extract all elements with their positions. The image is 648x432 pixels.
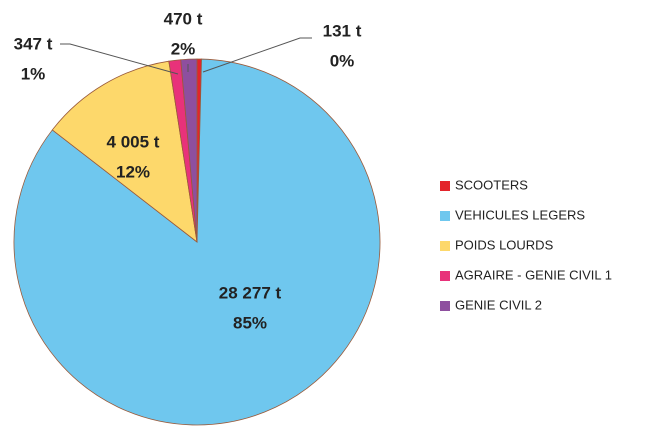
- value-label: 4 005 t: [107, 132, 160, 151]
- pie-slice: [51, 60, 198, 243]
- value-label: 470 t: [164, 9, 203, 28]
- percent-label: 85%: [233, 313, 267, 332]
- legend-label: AGRAIRE - GENIE CIVIL 1: [455, 267, 612, 282]
- percent-label: 0%: [330, 51, 355, 70]
- percent-label: 12%: [116, 162, 150, 181]
- legend-swatch: [440, 271, 450, 281]
- pie: [13, 58, 381, 426]
- legend-label: POIDS LOURDS: [455, 237, 554, 252]
- legend-label: SCOOTERS: [455, 177, 528, 192]
- legend-swatch: [440, 211, 450, 221]
- percent-label: 1%: [21, 64, 46, 83]
- legend-swatch: [440, 241, 450, 251]
- value-label: 28 277 t: [219, 283, 282, 302]
- value-label: 131 t: [323, 21, 362, 40]
- percent-label: 2%: [171, 39, 196, 58]
- legend-label: VEHICULES LEGERS: [455, 207, 585, 222]
- value-label: 347 t: [14, 34, 53, 53]
- leader-line: [202, 37, 312, 73]
- leader-line: [60, 43, 179, 75]
- legend-label: GENIE CIVIL 2: [455, 297, 542, 312]
- pie-slice: [180, 58, 198, 243]
- legend-swatch: [440, 181, 450, 191]
- leader-lines: [60, 37, 312, 75]
- legend-swatch: [440, 301, 450, 311]
